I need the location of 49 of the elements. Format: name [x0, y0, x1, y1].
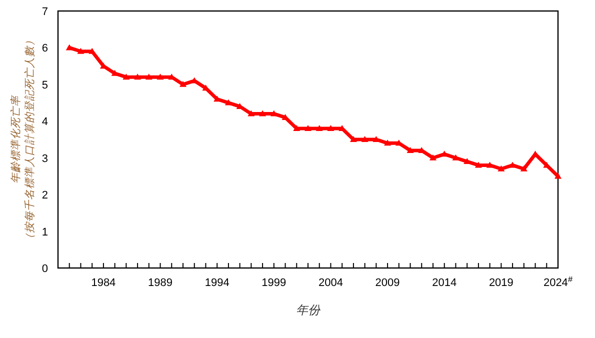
point: [440, 150, 448, 157]
x-tick-label: 2014: [432, 277, 457, 289]
point: [156, 74, 164, 80]
point: [350, 136, 357, 142]
point: [145, 74, 152, 80]
point: [509, 162, 516, 168]
point: [259, 110, 266, 116]
y-tick-label: 7: [42, 6, 48, 18]
point: [474, 162, 482, 168]
point: [214, 96, 221, 102]
point: [270, 110, 278, 116]
y-tick-label: 4: [42, 116, 48, 128]
point: [134, 74, 142, 80]
point: [224, 99, 232, 106]
point: [248, 110, 255, 116]
point: [486, 162, 494, 168]
y-tick-label: 1: [42, 226, 48, 238]
point: [554, 172, 562, 179]
x-tick-label: 1999: [262, 277, 286, 289]
point: [316, 124, 323, 131]
point: [122, 74, 130, 80]
y-tick-label: 5: [42, 79, 48, 92]
point: [361, 136, 368, 142]
point: [520, 165, 528, 172]
point: [304, 124, 312, 131]
point: [66, 44, 73, 50]
point: [452, 154, 460, 160]
x-tick-label: 2004: [318, 277, 343, 289]
point: [77, 48, 84, 54]
point: [293, 124, 300, 131]
y-tick-label: 0: [42, 263, 48, 275]
x-tick-label: 2009: [375, 277, 400, 289]
x-axis-title: 年份: [296, 303, 321, 317]
point: [384, 140, 392, 146]
x-tick-label: 1984: [91, 277, 116, 289]
point: [406, 147, 414, 154]
x-tick-label: 1989: [148, 277, 173, 289]
y-tick-label: 6: [42, 42, 48, 55]
y-tick-label: 2: [42, 190, 48, 202]
point: [327, 124, 334, 131]
point: [430, 154, 436, 160]
y-axis-title: 年齡標準化死亡率（按每千名標準人口計算的登記死亡人數）: [10, 35, 36, 244]
y-tick-label: 3: [42, 152, 48, 165]
x-tick-label: 2024$^{#}$: [543, 274, 573, 289]
x-tick-label: 2019: [488, 277, 514, 289]
point: [180, 80, 186, 87]
point: [498, 165, 505, 172]
x-tick-label: 1994: [204, 277, 230, 289]
point: [88, 48, 96, 54]
